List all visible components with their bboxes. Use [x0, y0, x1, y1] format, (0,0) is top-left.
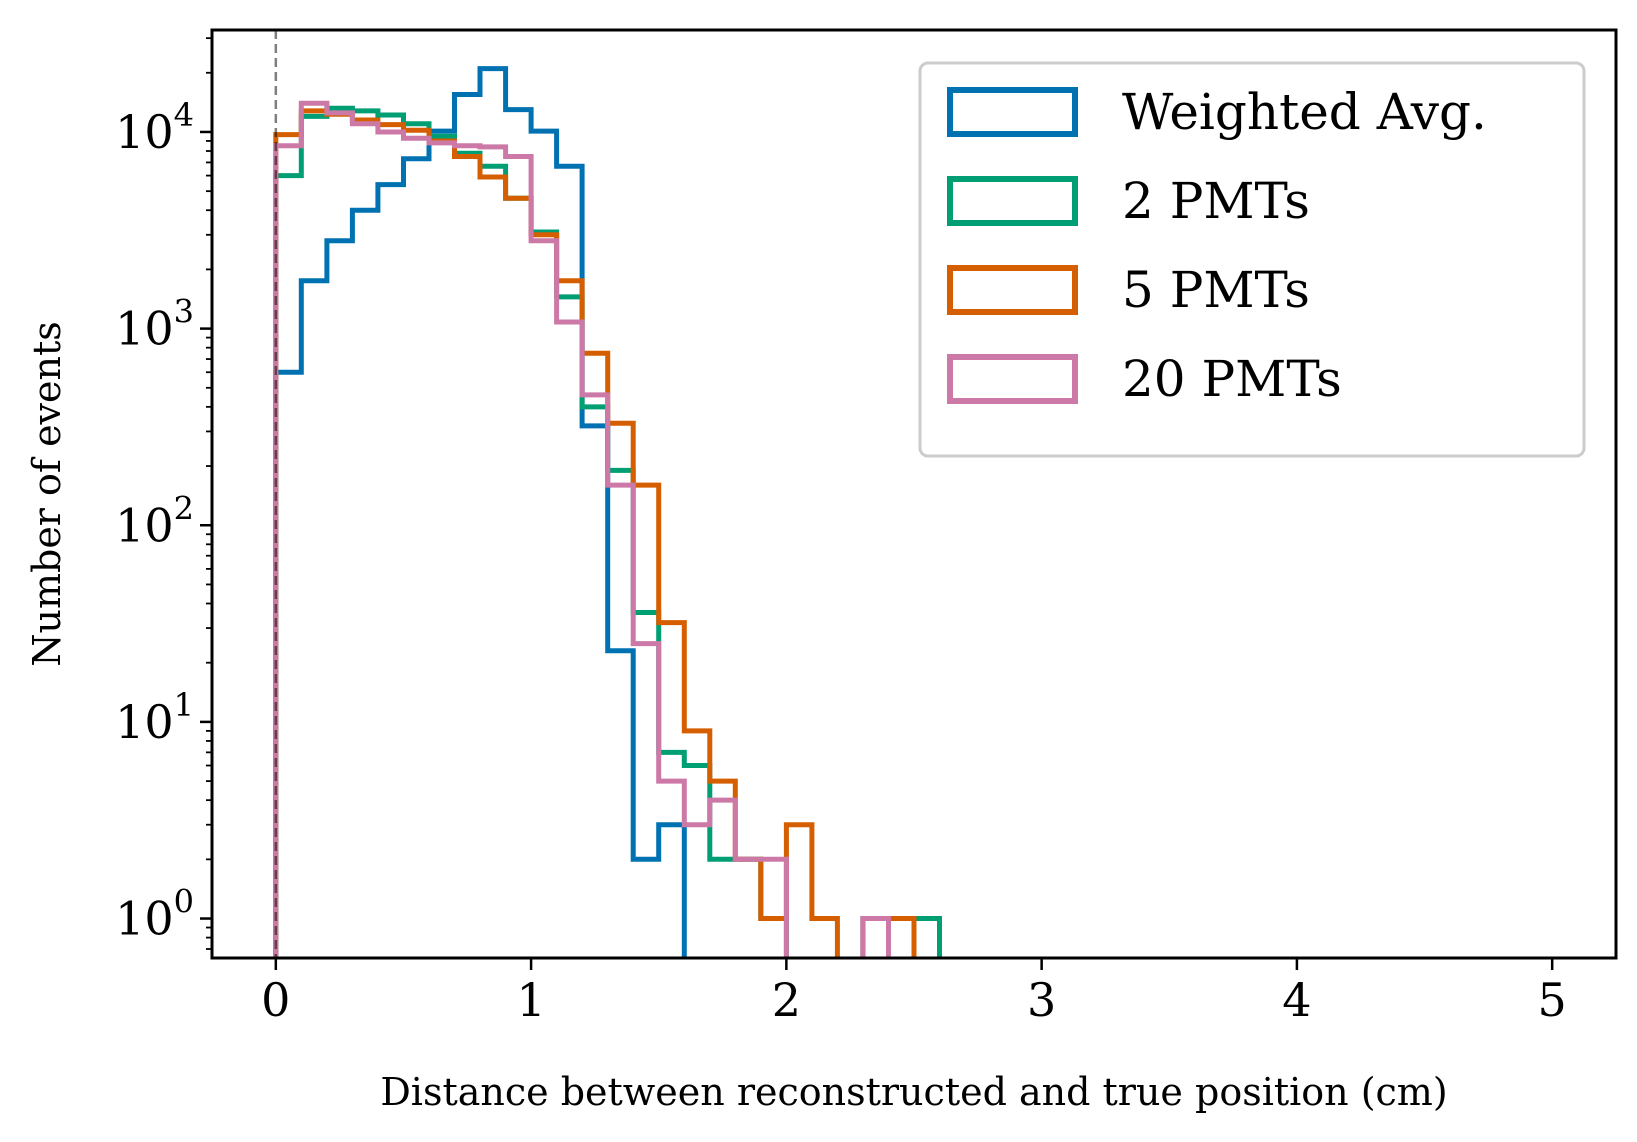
legend-swatch-3: [947, 354, 1078, 404]
x-tick-label: 1: [516, 973, 545, 1027]
legend-label-3: 20 PMTs: [1122, 350, 1342, 408]
x-tick-label: 4: [1282, 973, 1311, 1027]
legend-swatch-0: [947, 87, 1078, 137]
x-tick-label: 2: [772, 973, 801, 1027]
legend-swatch-1: [947, 176, 1078, 226]
y-tick-label: 100: [115, 883, 194, 946]
x-tick-label: 5: [1538, 973, 1567, 1027]
legend-label-0: Weighted Avg.: [1122, 83, 1487, 141]
y-axis-title: Number of events: [25, 321, 69, 667]
y-tick-label: 102: [115, 489, 194, 552]
y-tick-label: 101: [115, 686, 194, 749]
x-axis-title: Distance between reconstructed and true …: [380, 1070, 1447, 1114]
y-tick-label: 103: [115, 293, 194, 356]
legend-swatch-2: [947, 265, 1078, 315]
legend-label-2: 5 PMTs: [1122, 261, 1310, 319]
x-tick-label: 0: [261, 973, 290, 1027]
y-axis: 100 101 102 103 104: [115, 37, 212, 950]
x-tick-label: 3: [1027, 973, 1056, 1027]
legend-label-1: 2 PMTs: [1122, 172, 1310, 230]
series-layer: [273, 66, 942, 958]
legend-frame: [918, 61, 1586, 458]
x-axis: 0 1 2 3 4 5: [261, 958, 1567, 1027]
series-3-histogram-outline: [273, 100, 891, 958]
plot-frame: [210, 28, 1618, 960]
series-0-histogram-outline: [273, 66, 687, 958]
legend: Weighted Avg. 2 PMTs 5 PMTs 20 PMTs: [918, 61, 1586, 458]
y-tick-label: 104: [115, 96, 194, 159]
